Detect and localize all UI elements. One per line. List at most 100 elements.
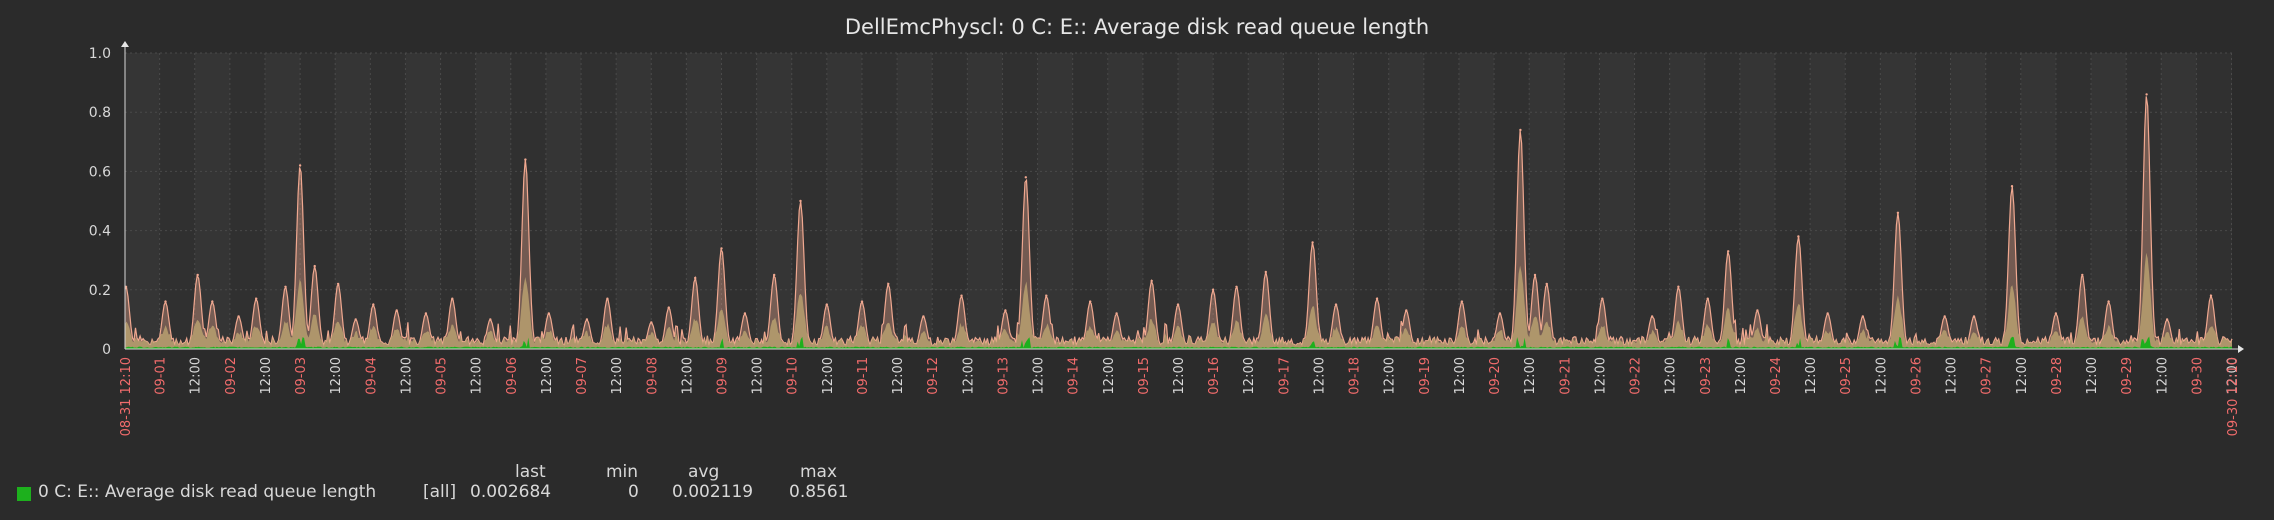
x-tick-label: 12:00	[1664, 357, 1679, 394]
x-tick-label: 09-27	[1980, 357, 1995, 395]
legend-header-max: max	[800, 462, 838, 482]
peak-point	[650, 321, 653, 324]
peak-point	[1861, 315, 1865, 318]
x-tick-label: 12:00	[1874, 357, 1889, 394]
peak-point	[960, 294, 963, 297]
x-tick-label: 09-11	[856, 357, 871, 395]
peak-point	[922, 315, 925, 318]
night-band	[1423, 53, 1459, 349]
peak-point	[1677, 285, 1680, 288]
x-tick-label: 12:00	[610, 357, 625, 394]
x-tick-label: 09-18	[1348, 357, 1363, 395]
x-axis-arrow	[2238, 345, 2244, 353]
y-tick-label: 1.0	[89, 46, 111, 62]
peak-point	[2010, 185, 2014, 188]
line-chart: DellEmcPhyscl: 0 C: E:: Average disk rea…	[89, 15, 2244, 436]
peak-point	[284, 285, 287, 288]
night-band	[1774, 53, 1811, 349]
legend-header-last: last	[515, 462, 546, 482]
peak-point	[1650, 315, 1654, 318]
peak-point	[1211, 288, 1215, 291]
peak-point	[860, 300, 864, 303]
x-tick-label: 12:00	[1242, 357, 1257, 394]
series-area	[124, 93, 2233, 350]
x-tick-label: 12:00	[540, 357, 555, 394]
night-band	[1564, 53, 1600, 349]
peak-point	[1024, 176, 1028, 179]
x-tick-label: 12:00	[2085, 357, 2100, 394]
x-tick-label: 09-20	[1488, 357, 1503, 395]
x-tick-label: 12:00	[399, 357, 414, 394]
peak-point	[1797, 235, 1800, 238]
x-tick-label: 12:00	[1593, 357, 1608, 394]
peak-point	[2107, 300, 2110, 303]
night-band	[1213, 53, 1249, 349]
legend-header-min: min	[606, 462, 639, 482]
peak-point	[395, 309, 398, 312]
x-tick-label: 09-02	[224, 357, 239, 395]
peak-point	[451, 297, 454, 300]
peak-point	[255, 297, 258, 300]
peak-point	[1519, 128, 1522, 132]
x-tick-label: 12:00	[2155, 357, 2170, 394]
night-band	[581, 53, 617, 349]
peak-point	[694, 276, 697, 280]
peak-point	[196, 273, 199, 277]
y-tick-label: 0.2	[89, 283, 111, 299]
peak-point	[298, 164, 302, 167]
x-tick-label: 09-17	[1277, 357, 1292, 395]
peak-point	[1045, 294, 1048, 297]
y-tick-label: 0.8	[89, 105, 111, 121]
x-tick-label: 09-06	[505, 357, 520, 395]
peak-point	[1405, 309, 1408, 312]
peak-point	[1334, 303, 1338, 306]
x-tick-label: 09-05	[435, 357, 450, 395]
x-tick-label: 09-19	[1418, 357, 1433, 395]
y-tick-label: 0.6	[89, 164, 111, 180]
legend-last-value: 0.002684	[470, 482, 552, 502]
peak-point	[372, 303, 375, 306]
x-tick-label: 09-03	[294, 357, 309, 395]
series-max-area	[125, 96, 2232, 350]
peak-point	[313, 264, 316, 268]
x-tick-label: 09-25	[1839, 357, 1854, 395]
peak-point	[1943, 315, 1946, 318]
night-band	[1634, 53, 1670, 349]
x-tick-label: 09-26	[1910, 357, 1925, 395]
peak-point	[2054, 312, 2058, 315]
x-tick-label: 12:00	[1102, 357, 1117, 394]
x-tick-label: 12:00	[1313, 357, 1328, 394]
peak-point	[1235, 285, 1238, 288]
chart-title: DellEmcPhyscl: 0 C: E:: Average disk rea…	[845, 15, 1429, 39]
peak-point	[524, 158, 527, 161]
x-tick-label: 12:00	[891, 357, 906, 394]
x-tick-label: 12:00	[259, 357, 274, 394]
x-tick-label: 12:00	[1734, 357, 1749, 394]
x-tick-label: 12:00	[1453, 357, 1468, 394]
axes	[121, 41, 2244, 353]
x-tick-label: 09-24	[1769, 357, 1784, 395]
x-tick-label: 12:00	[2015, 357, 2030, 394]
legend-swatch	[17, 487, 31, 501]
night-band	[721, 53, 757, 349]
x-tick-label: 09-12	[926, 357, 941, 395]
peak-point	[164, 300, 167, 303]
night-band	[1353, 53, 1389, 349]
night-band	[932, 53, 968, 349]
night-band	[1283, 53, 1319, 349]
peak-point	[1601, 297, 1604, 300]
peak-point	[2145, 93, 2148, 96]
night-band	[1915, 53, 1951, 349]
peak-point	[743, 312, 747, 315]
x-tick-label: 09-10	[786, 357, 801, 395]
x-tick-label: 09-23	[1699, 357, 1714, 395]
series-min-area	[125, 336, 2232, 349]
peak-point	[773, 273, 776, 277]
x-tick-label: 09-04	[364, 357, 379, 395]
peak-point	[1089, 300, 1092, 303]
legend-header-avg: avg	[688, 462, 720, 482]
peak-point	[887, 282, 890, 286]
peak-point	[489, 318, 492, 321]
x-tick-label: 12:00	[1383, 357, 1398, 394]
peak-point	[1498, 312, 1502, 315]
